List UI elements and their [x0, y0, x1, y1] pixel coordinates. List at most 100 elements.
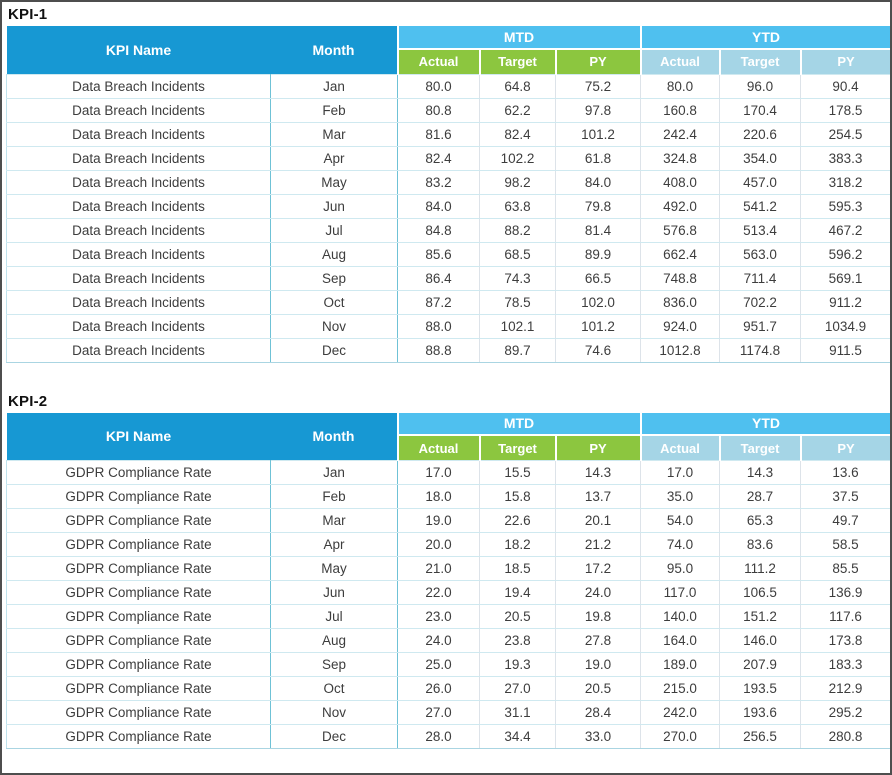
mtd-actual-cell[interactable]: 22.0 — [397, 580, 480, 605]
month-cell[interactable]: Jan — [270, 73, 398, 99]
ytd-target-header[interactable]: Target — [718, 48, 801, 74]
ytd-actual-cell[interactable]: 492.0 — [640, 193, 721, 219]
ytd-py-cell[interactable]: 280.8 — [800, 724, 890, 749]
ytd-py-cell[interactable]: 85.5 — [800, 556, 890, 581]
mtd-actual-cell[interactable]: 28.0 — [397, 724, 480, 749]
ytd-target-cell[interactable]: 220.6 — [719, 121, 802, 147]
mtd-py-cell[interactable]: 13.7 — [555, 484, 642, 509]
ytd-target-cell[interactable]: 151.2 — [719, 604, 802, 629]
ytd-py-header[interactable]: PY — [799, 435, 890, 461]
month-cell[interactable]: Nov — [270, 700, 398, 725]
mtd-py-cell[interactable]: 74.6 — [555, 337, 642, 363]
mtd-py-cell[interactable]: 14.3 — [555, 460, 642, 485]
mtd-actual-cell[interactable]: 86.4 — [397, 265, 480, 291]
ytd-target-cell[interactable]: 951.7 — [719, 313, 802, 339]
ytd-target-cell[interactable]: 193.5 — [719, 676, 802, 701]
ytd-target-cell[interactable]: 14.3 — [719, 460, 802, 485]
mtd-target-cell[interactable]: 102.1 — [479, 313, 556, 339]
kpi-name-cell[interactable]: GDPR Compliance Rate — [6, 676, 271, 701]
kpi-name-cell[interactable]: Data Breach Incidents — [6, 121, 271, 147]
ytd-py-cell[interactable]: 254.5 — [800, 121, 890, 147]
mtd-py-header[interactable]: PY — [554, 435, 641, 461]
ytd-actual-cell[interactable]: 748.8 — [640, 265, 721, 291]
kpi-name-cell[interactable]: GDPR Compliance Rate — [6, 508, 271, 533]
month-cell[interactable]: Dec — [270, 337, 398, 363]
mtd-actual-cell[interactable]: 24.0 — [397, 628, 480, 653]
month-cell[interactable]: May — [270, 556, 398, 581]
kpi-name-cell[interactable]: GDPR Compliance Rate — [6, 700, 271, 725]
mtd-actual-cell[interactable]: 18.0 — [397, 484, 480, 509]
kpi-name-cell[interactable]: Data Breach Incidents — [6, 265, 271, 291]
kpi-name-cell[interactable]: GDPR Compliance Rate — [6, 628, 271, 653]
mtd-target-cell[interactable]: 19.3 — [479, 652, 556, 677]
ytd-py-cell[interactable]: 1034.9 — [800, 313, 890, 339]
kpi-name-cell[interactable]: GDPR Compliance Rate — [6, 724, 271, 749]
ytd-actual-cell[interactable]: 242.4 — [640, 121, 721, 147]
mtd-py-cell[interactable]: 20.5 — [555, 676, 642, 701]
mtd-py-cell[interactable]: 28.4 — [555, 700, 642, 725]
mtd-actual-cell[interactable]: 26.0 — [397, 676, 480, 701]
ytd-actual-cell[interactable]: 117.0 — [640, 580, 721, 605]
mtd-actual-cell[interactable]: 88.0 — [397, 313, 480, 339]
ytd-py-header[interactable]: PY — [799, 48, 890, 74]
ytd-target-cell[interactable]: 170.4 — [719, 97, 802, 123]
ytd-py-cell[interactable]: 911.5 — [800, 337, 890, 363]
mtd-target-cell[interactable]: 31.1 — [479, 700, 556, 725]
ytd-target-cell[interactable]: 541.2 — [719, 193, 802, 219]
mtd-actual-cell[interactable]: 82.4 — [397, 145, 480, 171]
ytd-actual-cell[interactable]: 662.4 — [640, 241, 721, 267]
mtd-actual-cell[interactable]: 83.2 — [397, 169, 480, 195]
ytd-actual-cell[interactable]: 215.0 — [640, 676, 721, 701]
mtd-target-cell[interactable]: 27.0 — [479, 676, 556, 701]
ytd-target-cell[interactable]: 702.2 — [719, 289, 802, 315]
kpi-name-cell[interactable]: Data Breach Incidents — [6, 337, 271, 363]
ytd-py-cell[interactable]: 467.2 — [800, 217, 890, 243]
mtd-py-cell[interactable]: 33.0 — [555, 724, 642, 749]
ytd-py-cell[interactable]: 212.9 — [800, 676, 890, 701]
ytd-target-cell[interactable]: 563.0 — [719, 241, 802, 267]
mtd-py-cell[interactable]: 101.2 — [555, 121, 642, 147]
ytd-py-cell[interactable]: 37.5 — [800, 484, 890, 509]
ytd-py-cell[interactable]: 596.2 — [800, 241, 890, 267]
kpi-name-cell[interactable]: Data Breach Incidents — [6, 145, 271, 171]
month-cell[interactable]: Jul — [270, 604, 398, 629]
ytd-py-cell[interactable]: 13.6 — [800, 460, 890, 485]
ytd-py-cell[interactable]: 117.6 — [800, 604, 890, 629]
mtd-py-cell[interactable]: 19.8 — [555, 604, 642, 629]
mtd-target-cell[interactable]: 63.8 — [479, 193, 556, 219]
mtd-py-cell[interactable]: 79.8 — [555, 193, 642, 219]
ytd-actual-header[interactable]: Actual — [639, 435, 720, 461]
mtd-band-header[interactable]: MTD — [396, 412, 641, 437]
month-cell[interactable]: Sep — [270, 265, 398, 291]
mtd-target-header[interactable]: Target — [478, 48, 556, 74]
kpi-name-cell[interactable]: GDPR Compliance Rate — [6, 652, 271, 677]
kpi-name-cell[interactable]: GDPR Compliance Rate — [6, 580, 271, 605]
mtd-py-cell[interactable]: 19.0 — [555, 652, 642, 677]
kpi-name-cell[interactable]: Data Breach Incidents — [6, 73, 271, 99]
mtd-actual-cell[interactable]: 80.8 — [397, 97, 480, 123]
month-cell[interactable]: Dec — [270, 724, 398, 749]
month-header[interactable]: Month — [270, 412, 398, 461]
mtd-target-cell[interactable]: 82.4 — [479, 121, 556, 147]
month-cell[interactable]: Oct — [270, 676, 398, 701]
mtd-target-cell[interactable]: 102.2 — [479, 145, 556, 171]
mtd-actual-cell[interactable]: 25.0 — [397, 652, 480, 677]
ytd-py-cell[interactable]: 58.5 — [800, 532, 890, 557]
ytd-target-cell[interactable]: 207.9 — [719, 652, 802, 677]
mtd-actual-cell[interactable]: 21.0 — [397, 556, 480, 581]
mtd-target-cell[interactable]: 64.8 — [479, 73, 556, 99]
ytd-py-cell[interactable]: 183.3 — [800, 652, 890, 677]
mtd-target-cell[interactable]: 88.2 — [479, 217, 556, 243]
mtd-actual-cell[interactable]: 20.0 — [397, 532, 480, 557]
ytd-py-cell[interactable]: 173.8 — [800, 628, 890, 653]
month-cell[interactable]: Nov — [270, 313, 398, 339]
mtd-py-cell[interactable]: 61.8 — [555, 145, 642, 171]
mtd-actual-cell[interactable]: 23.0 — [397, 604, 480, 629]
ytd-actual-cell[interactable]: 1012.8 — [640, 337, 721, 363]
month-cell[interactable]: Aug — [270, 241, 398, 267]
mtd-target-cell[interactable]: 62.2 — [479, 97, 556, 123]
mtd-py-cell[interactable]: 66.5 — [555, 265, 642, 291]
kpi-name-cell[interactable]: GDPR Compliance Rate — [6, 604, 271, 629]
ytd-py-cell[interactable]: 383.3 — [800, 145, 890, 171]
ytd-target-cell[interactable]: 711.4 — [719, 265, 802, 291]
